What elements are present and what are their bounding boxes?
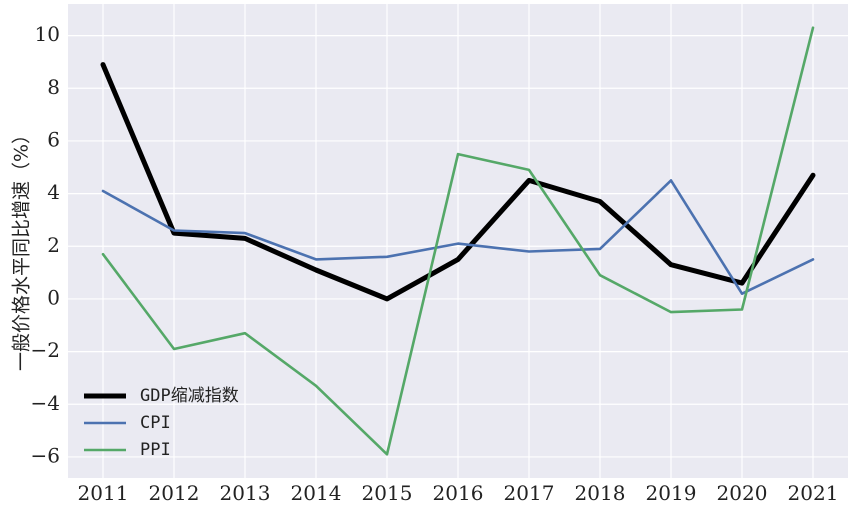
x-axis-ticks: 2011 2012 2013 2014 2015 2016 2017 2018 2019 2020…	[78, 481, 839, 505]
x-tick-label: 2020	[717, 481, 768, 505]
y-tick-label: −2	[31, 338, 60, 362]
x-tick-label: 2013	[220, 481, 271, 505]
y-tick-label: 6	[47, 127, 60, 151]
x-tick-label: 2019	[646, 481, 697, 505]
series-line-ppi	[101, 26, 815, 456]
y-axis-ticks: −6 −4 −2 0 2 4 6 8 10	[31, 22, 60, 467]
y-axis-label: 一般价格水平同比增速（%）	[11, 125, 33, 371]
x-tick-label: 2017	[504, 481, 555, 505]
legend-label: GDP缩减指数	[140, 386, 239, 406]
series-line-gdp-deflator	[100, 62, 816, 302]
x-tick-label: 2015	[362, 481, 413, 505]
y-tick-label: 4	[47, 180, 60, 204]
y-tick-label: −4	[31, 391, 60, 415]
legend-label: PPI	[140, 440, 171, 460]
legend-label: CPI	[140, 413, 171, 433]
y-tick-label: 8	[47, 75, 60, 99]
x-tick-label: 2012	[149, 481, 200, 505]
x-tick-label: 2021	[788, 481, 839, 505]
grid	[68, 4, 848, 478]
series-lines	[100, 26, 816, 456]
series-line-cpi	[101, 179, 815, 296]
x-tick-label: 2016	[433, 481, 484, 505]
y-tick-label: −6	[31, 443, 60, 467]
legend: GDP缩减指数 CPI PPI	[84, 386, 239, 460]
y-tick-label: 0	[47, 285, 60, 309]
y-tick-label: 2	[47, 233, 60, 257]
x-tick-label: 2018	[575, 481, 626, 505]
x-tick-label: 2011	[78, 481, 129, 505]
y-tick-label: 10	[35, 22, 60, 46]
x-tick-label: 2014	[291, 481, 342, 505]
